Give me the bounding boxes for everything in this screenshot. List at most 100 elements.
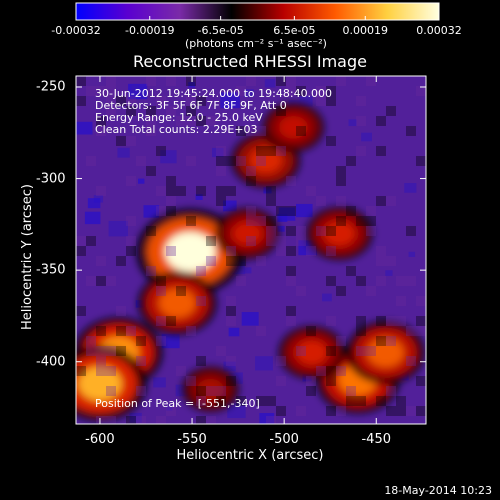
texture-cell	[86, 276, 96, 286]
negative-patch	[153, 377, 166, 388]
texture-cell	[376, 196, 386, 206]
negative-patch	[228, 372, 243, 384]
negative-patch	[188, 82, 196, 88]
texture-cell	[416, 296, 426, 306]
negative-patch	[87, 198, 101, 209]
y-tick-label: -300	[36, 171, 66, 187]
texture-cell	[296, 346, 306, 356]
texture-cell	[396, 396, 406, 406]
texture-cell	[386, 316, 396, 326]
texture-cell	[376, 246, 386, 256]
texture-cell	[216, 156, 226, 166]
texture-cell	[106, 106, 116, 116]
texture-cell	[406, 126, 416, 136]
texture-cell	[216, 346, 226, 356]
y-tick-label: -350	[36, 262, 66, 278]
texture-cell	[156, 96, 166, 106]
texture-cell	[96, 86, 106, 96]
texture-cell	[166, 406, 176, 416]
negative-patch	[211, 147, 224, 158]
colorbar	[75, 2, 440, 21]
texture-cell	[96, 116, 106, 126]
texture-cell	[246, 126, 256, 136]
texture-cell	[296, 406, 306, 416]
texture-cell	[356, 96, 366, 106]
texture-cell	[396, 276, 406, 286]
texture-cell	[326, 246, 336, 256]
texture-cell	[376, 396, 386, 406]
negative-regions	[76, 79, 417, 424]
texture-cell	[356, 396, 366, 406]
colorbar-tick-label: 0.00019	[342, 24, 389, 37]
texture-cell	[326, 406, 336, 416]
texture-cell	[176, 286, 186, 296]
texture-cell	[106, 386, 116, 396]
texture-cell	[116, 256, 126, 266]
texture-cell	[266, 416, 276, 424]
texture-cell	[366, 346, 376, 356]
colorbar-tick-label: 6.5e-05	[273, 24, 316, 37]
texture-cell	[296, 126, 306, 136]
texture-cell	[106, 366, 116, 376]
texture-cell	[256, 126, 266, 136]
texture-cell	[216, 186, 226, 196]
texture-cell	[126, 136, 136, 146]
texture-cell	[186, 376, 196, 386]
region-core	[165, 232, 216, 272]
texture-cell	[266, 236, 276, 246]
heatmap-plot	[76, 76, 426, 424]
texture-cell	[166, 196, 176, 206]
texture-cell	[146, 106, 156, 116]
negative-patch	[160, 150, 177, 164]
texture-cell	[86, 156, 96, 166]
texture-cell	[326, 376, 336, 386]
texture-cell	[96, 416, 106, 424]
texture-cell	[126, 236, 136, 246]
texture-cell	[206, 116, 216, 126]
texture-cell	[336, 176, 346, 186]
texture-cell	[116, 326, 126, 336]
texture-cell	[386, 386, 396, 396]
texture-cell	[226, 356, 236, 366]
negative-patch	[299, 96, 313, 107]
negative-patch	[138, 178, 145, 184]
negative-patch	[161, 333, 180, 349]
texture-cell	[416, 156, 426, 166]
texture-cell	[306, 326, 316, 336]
negative-patch	[259, 413, 275, 424]
texture-cell	[106, 76, 116, 86]
texture-cell	[276, 406, 286, 416]
texture-cell	[376, 146, 386, 156]
negative-patch	[255, 356, 273, 371]
timestamp: 18-May-2014 10:23	[384, 484, 492, 497]
texture-cell	[126, 96, 136, 106]
texture-cell	[196, 186, 206, 196]
negative-patch	[277, 225, 285, 232]
texture-cell	[166, 206, 176, 216]
texture-cell	[96, 126, 106, 136]
texture-cell	[106, 416, 116, 424]
texture-cell	[106, 346, 116, 356]
texture-cell	[216, 196, 226, 206]
texture-cell	[406, 326, 416, 336]
texture-cell	[256, 256, 266, 266]
y-axis-label: Heliocentric Y (arcsec)	[20, 184, 35, 330]
colorbar-tickmarks	[75, 16, 440, 20]
texture-cell	[406, 276, 416, 286]
texture-cell	[276, 146, 286, 156]
texture-cell	[236, 256, 246, 266]
texture-cell	[376, 336, 386, 346]
texture-cell	[226, 186, 236, 196]
texture-cell	[356, 116, 366, 126]
texture-cell	[386, 106, 396, 116]
texture-cell	[286, 226, 296, 236]
texture-cell	[256, 216, 266, 226]
negative-patch	[223, 361, 236, 372]
negative-patch	[241, 312, 259, 326]
texture-cell	[256, 146, 266, 156]
texture-cell	[346, 386, 356, 396]
texture-cell	[326, 86, 336, 96]
texture-cell	[376, 116, 386, 126]
x-tick-label: -500	[269, 432, 299, 447]
